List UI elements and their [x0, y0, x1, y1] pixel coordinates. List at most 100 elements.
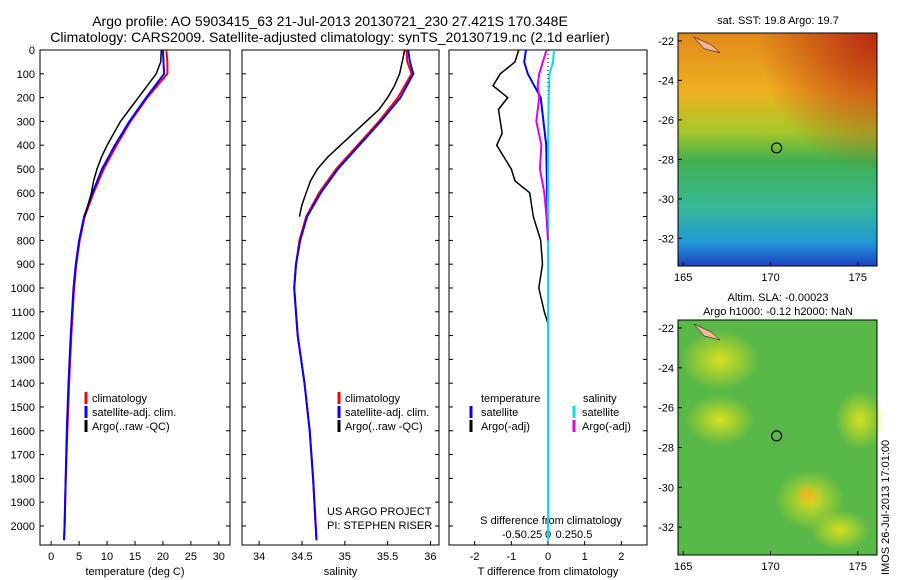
y-tick-label: 700 — [17, 212, 35, 224]
series-line — [298, 49, 406, 217]
x-tick-label: 1 — [582, 551, 588, 563]
y-tick-label: 800 — [17, 235, 35, 247]
y-tick-label: -22 — [658, 36, 674, 48]
y-tick-label: 1700 — [11, 450, 35, 462]
s-diff-tick-label: -0.5 — [502, 529, 521, 541]
legend-climatology-text: climatology — [92, 393, 148, 405]
sst-map-axes: 165 170 175 -22 -24 -26 -28 -30 -32 — [658, 36, 867, 284]
y-tick-label: 1100 — [11, 307, 35, 319]
land-mass — [693, 36, 721, 53]
y-tick-label: -32 — [658, 522, 674, 534]
y-tick-label: -30 — [658, 194, 674, 206]
x-tick-label: 34 — [253, 551, 265, 563]
y-tick-label: -24 — [658, 363, 674, 375]
series-line — [547, 49, 555, 541]
sla-map-title-line2: Argo h1000: -0.12 h2000: NaN — [703, 306, 853, 318]
salinity-legend: climatology satellite-adj. clim. Argo(..… — [337, 392, 429, 433]
y-tick-label: -28 — [658, 154, 674, 166]
y-tick-label: -28 — [658, 442, 674, 454]
y-tick-label: -24 — [658, 75, 674, 87]
y-tick-label: 500 — [17, 164, 35, 176]
series-line — [293, 49, 415, 541]
s-diff-tick-label: 0.5 — [577, 529, 592, 541]
x-tick-label: 15 — [129, 551, 141, 563]
y-tick-label: 1400 — [11, 378, 35, 390]
y-tick-label: 1500 — [11, 402, 35, 414]
x-tick-label: 20 — [157, 551, 169, 563]
y-tick-label: 0 — [29, 45, 35, 57]
legend-satellite-adj-text: satellite-adj. clim. — [92, 407, 176, 419]
credit-project: US ARGO PROJECT — [327, 506, 432, 518]
x-tick-label: 0 — [545, 551, 551, 563]
series-line — [492, 49, 549, 324]
y-tick-label: 100 — [17, 69, 35, 81]
x-tick-label: 170 — [761, 272, 779, 284]
series-line — [63, 49, 166, 541]
x-tick-label: 36 — [424, 551, 436, 563]
s-diff-tick-label: -0.25 — [517, 529, 542, 541]
argo-location-marker — [771, 430, 783, 442]
x-tick-label: 30 — [213, 551, 225, 563]
legend-argo-raw-text: Argo(..raw -QC) — [345, 421, 423, 433]
x-tick-label: 35 — [339, 551, 351, 563]
sla-map-axes: 165 170 175 -22 -24 -26 -28 -30 -32 — [658, 323, 867, 573]
y-tick-label: 1800 — [11, 473, 35, 485]
temperature-panel: 0100200300400500600700800900100011001200… — [11, 45, 231, 578]
x-tick-label: 175 — [849, 561, 867, 573]
x-tick-label: 170 — [761, 561, 779, 573]
salinity-plot-frame — [241, 49, 440, 546]
temperature-legend: climatology satellite-adj. clim. Argo(..… — [84, 392, 176, 433]
x-tick-label: 2 — [618, 551, 624, 563]
series-line — [535, 49, 549, 241]
legend-s-satellite-text: satellite — [582, 407, 619, 419]
y-tick-label: -30 — [658, 482, 674, 494]
y-tick-label: 1000 — [11, 283, 35, 295]
difference-panel: -2 -1 0 1 2 T difference from climatology -0.5… — [448, 49, 648, 578]
plot-title-line1: Argo profile: AO 5903415_63 21-Jul-2013 … — [92, 13, 568, 29]
legend-salinity-text: salinity — [583, 393, 617, 405]
y-tick-label: -22 — [658, 323, 674, 335]
x-tick-label: 34.5 — [291, 551, 312, 563]
x-tick-label: 35.5 — [377, 551, 398, 563]
legend-t-argo-adj-text: Argo(-adj) — [481, 421, 530, 433]
credit-pi: PI: STEPHEN RISER — [327, 520, 432, 532]
sst-map — [677, 32, 878, 267]
x-axis-label: T difference from climatology — [478, 566, 619, 578]
legend-climatology-text: climatology — [345, 393, 401, 405]
y-tick-label: 900 — [17, 259, 35, 271]
temperature-plot-frame — [39, 49, 231, 546]
salinity-panel: 34 34.5 35 35.5 36 salinity — [241, 49, 440, 578]
x-tick-label: 165 — [674, 272, 692, 284]
x-tick-label: 175 — [849, 272, 867, 284]
x-tick-label: 5 — [76, 551, 82, 563]
y-tick-label: 1300 — [11, 354, 35, 366]
y-tick-label: 1600 — [11, 426, 35, 438]
difference-legend: temperature satellite Argo(-adj) salinit… — [469, 393, 631, 433]
y-tick-label: -26 — [658, 403, 674, 415]
land-mass — [693, 323, 721, 341]
y-tick-label: 400 — [17, 140, 35, 152]
y-tick-label: -26 — [658, 115, 674, 127]
x-tick-label: -1 — [506, 551, 516, 563]
y-tick-label: 200 — [17, 93, 35, 105]
legend-argo-raw-text: Argo(..raw -QC) — [92, 421, 170, 433]
argo-location-marker — [771, 142, 783, 154]
y-tick-label: -32 — [658, 233, 674, 245]
y-tick-label: 300 — [17, 116, 35, 128]
legend-temperature-text: temperature — [481, 393, 540, 405]
x-tick-label: -2 — [470, 551, 480, 563]
legend-t-satellite-text: satellite — [481, 407, 518, 419]
s-diff-tick-label: 0.25 — [556, 529, 577, 541]
y-tick-label: 2000 — [11, 521, 35, 533]
x-tick-label: 0 — [48, 551, 54, 563]
y-tick-label: 600 — [17, 188, 35, 200]
sla-map — [677, 319, 885, 556]
s-diff-axis-label: S difference from climatology — [480, 515, 622, 527]
legend-s-argo-adj-text: Argo(-adj) — [582, 421, 631, 433]
series-line — [83, 49, 163, 217]
x-axis-label: temperature (deg C) — [85, 566, 184, 578]
y-tick-label: 1900 — [11, 497, 35, 509]
plot-title-line2: Climatology: CARS2009. Satellite-adjuste… — [50, 29, 610, 45]
sla-map-title-line1: Altim. SLA: -0.00023 — [727, 292, 829, 304]
